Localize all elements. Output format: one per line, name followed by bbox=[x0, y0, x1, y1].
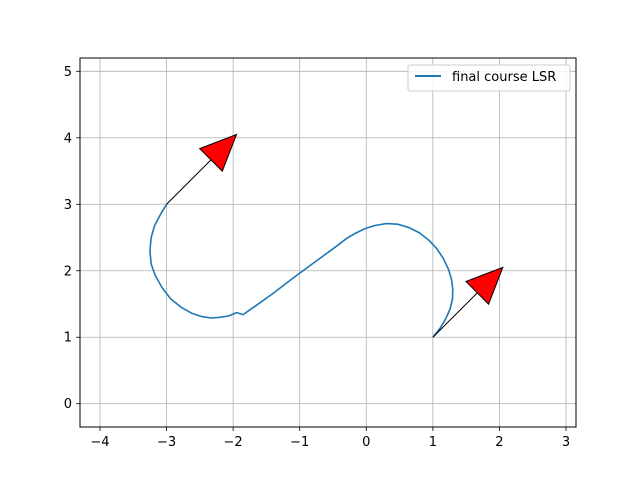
axis-ticks: −4 −3 −2 −1 0 1 2 3 0 1 2 3 4 5 bbox=[64, 65, 570, 450]
y-tick-label: 5 bbox=[64, 65, 72, 80]
y-tick-label: 0 bbox=[64, 397, 72, 412]
x-tick-label: −4 bbox=[90, 435, 109, 450]
arrow-head bbox=[465, 266, 504, 306]
x-tick-label: 0 bbox=[362, 435, 370, 450]
arrow-shaft bbox=[432, 292, 478, 338]
y-tick-label: 3 bbox=[64, 198, 72, 213]
y-tick-label: 4 bbox=[64, 131, 72, 146]
y-tick-label: 1 bbox=[64, 331, 72, 346]
plot-frame bbox=[79, 57, 577, 428]
x-tick-label: −2 bbox=[224, 435, 243, 450]
series-layer bbox=[149, 203, 454, 338]
x-tick-label: 3 bbox=[562, 435, 570, 450]
arrow-head bbox=[198, 133, 238, 173]
x-tick-label: −3 bbox=[157, 435, 176, 450]
legend-label: final course LSR bbox=[452, 70, 556, 85]
x-tick-label: 2 bbox=[495, 435, 503, 450]
y-tick-label: 2 bbox=[64, 264, 72, 279]
arrow-layer bbox=[166, 133, 504, 338]
x-tick-label: 1 bbox=[429, 435, 437, 450]
legend-frame bbox=[407, 64, 571, 92]
series-line-final-course bbox=[149, 203, 454, 338]
x-tick-label: −1 bbox=[290, 435, 309, 450]
legend: final course LSR bbox=[407, 64, 571, 92]
arrow-shaft bbox=[166, 159, 212, 205]
